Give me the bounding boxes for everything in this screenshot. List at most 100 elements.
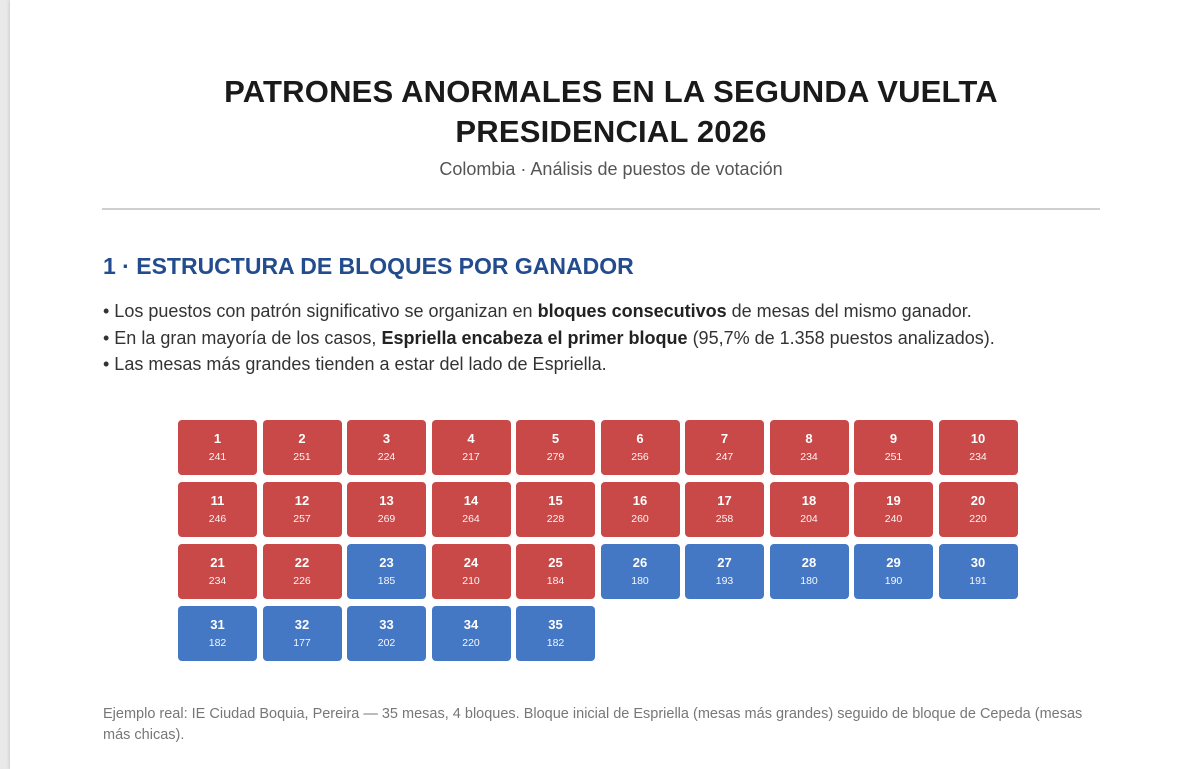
mesa-number: 31 [210, 617, 225, 632]
mesa-votes: 190 [884, 575, 903, 587]
mesa-votes: 228 [546, 513, 565, 525]
mesa-cell: 25 184 [516, 544, 595, 599]
mesa-votes: 193 [715, 575, 734, 587]
mesa-votes: 240 [884, 513, 903, 525]
mesa-cell: 2 251 [262, 420, 342, 475]
mesa-number: 21 [210, 555, 225, 570]
mesa-cell: 8 234 [769, 420, 849, 475]
mesa-cell: 27 193 [685, 544, 764, 599]
mesa-number: 9 [889, 431, 898, 446]
mesa-cell: 11 246 [178, 482, 257, 537]
mesa-votes: 177 [293, 637, 311, 649]
mesa-number: 26 [632, 555, 648, 570]
mesa-votes: 246 [208, 513, 227, 525]
mesa-number: 11 [210, 493, 225, 508]
mesa-cell: 16 260 [600, 482, 680, 537]
footnote: Ejemplo real: IE Ciudad Boquia, Pereira … [103, 706, 1083, 743]
mesa-votes: 256 [631, 451, 649, 463]
title-line-2: PRESIDENCIAL 2026 [455, 114, 767, 149]
mesa-votes: 260 [631, 513, 649, 525]
mesa-votes: 182 [208, 637, 227, 649]
mesa-cell: 30 191 [938, 544, 1018, 599]
mesa-number: 14 [463, 493, 479, 508]
mesa-cell: 31 182 [178, 606, 257, 661]
mesa-number: 7 [720, 431, 729, 446]
mesa-cell: 3 224 [347, 420, 426, 475]
mesa-number: 24 [463, 555, 479, 570]
mesa-votes: 180 [800, 575, 818, 587]
mesa-cell: 35 182 [516, 606, 595, 661]
mesa-grid: 1 241 2 251 3 224 4 217 5 279 6 256 7 247 8 234 9 251 10 23… [178, 420, 1018, 661]
mesa-number: 33 [379, 617, 394, 632]
bullet-item: • En la gran mayoría de los casos, Espri… [103, 327, 995, 348]
mesa-cell: 24 210 [431, 544, 511, 599]
mesa-number: 18 [801, 493, 817, 508]
mesa-number: 28 [801, 555, 817, 570]
mesa-votes: 251 [293, 451, 311, 463]
mesa-votes: 247 [715, 451, 734, 463]
mesa-number: 3 [382, 431, 391, 446]
mesa-cell: 10 234 [938, 420, 1018, 475]
bullet-item: • Los puestos con patrón significativo s… [103, 301, 972, 321]
mesa-number: 34 [463, 617, 479, 632]
mesa-cell: 28 180 [769, 544, 849, 599]
mesa-votes: 180 [631, 575, 649, 587]
mesa-number: 5 [551, 431, 560, 446]
mesa-cell: 6 256 [600, 420, 680, 475]
mesa-number: 13 [379, 493, 394, 508]
mesa-cell: 33 202 [347, 606, 426, 661]
mesa-number: 35 [548, 617, 563, 632]
mesa-votes: 210 [462, 575, 480, 587]
mesa-cell: 9 251 [854, 420, 933, 475]
mesa-votes: 217 [462, 451, 480, 463]
mesa-cell: 14 264 [431, 482, 511, 537]
mesa-votes: 184 [546, 575, 565, 587]
report-page: PATRONES ANORMALES EN LA SEGUNDA VUELTA … [10, 0, 1200, 769]
mesa-number: 15 [548, 493, 563, 508]
mesa-votes: 241 [208, 451, 227, 463]
mesa-cell: 34 220 [431, 606, 511, 661]
mesa-cell: 4 217 [431, 420, 511, 475]
mesa-votes: 226 [293, 575, 311, 587]
mesa-cell: 1 241 [178, 420, 257, 475]
mesa-number: 4 [467, 431, 475, 446]
mesa-votes: 220 [969, 513, 987, 525]
mesa-number: 17 [717, 493, 732, 508]
mesa-cell: 26 180 [600, 544, 680, 599]
mesa-number: 8 [805, 431, 813, 446]
bullet-list: • Los puestos con patrón significativo s… [103, 298, 995, 378]
mesa-number: 22 [294, 555, 310, 570]
mesa-votes: 257 [293, 513, 311, 525]
mesa-cell: 19 240 [854, 482, 933, 537]
mesa-votes: 185 [377, 575, 396, 587]
mesa-cell: 20 220 [938, 482, 1018, 537]
mesa-cell: 12 257 [262, 482, 342, 537]
mesa-votes: 279 [546, 451, 565, 463]
mesa-number: 25 [548, 555, 563, 570]
page-title: PATRONES ANORMALES EN LA SEGUNDA VUELTA … [10, 72, 1200, 152]
mesa-cell: 13 269 [347, 482, 426, 537]
mesa-votes: 202 [377, 637, 396, 649]
mesa-number: 6 [636, 431, 644, 446]
mesa-number: 27 [717, 555, 732, 570]
mesa-cell: 32 177 [262, 606, 342, 661]
mesa-votes: 224 [377, 451, 396, 463]
mesa-number: 20 [970, 493, 986, 508]
mesa-number: 29 [886, 555, 901, 570]
bullet-item: • Las mesas más grandes tienden a estar … [103, 354, 607, 374]
header-divider [102, 208, 1100, 210]
title-line-1: PATRONES ANORMALES EN LA SEGUNDA VUELTA [224, 74, 998, 109]
mesa-number: 19 [886, 493, 901, 508]
mesa-cell: 15 228 [516, 482, 595, 537]
mesa-number: 32 [294, 617, 310, 632]
mesa-votes: 204 [800, 513, 818, 525]
mesa-votes: 234 [969, 451, 987, 463]
mesa-cell: 5 279 [516, 420, 595, 475]
mesa-votes: 182 [546, 637, 565, 649]
mesa-votes: 234 [800, 451, 818, 463]
mesa-cell: 18 204 [769, 482, 849, 537]
mesa-votes: 264 [462, 513, 480, 525]
mesa-number: 16 [632, 493, 648, 508]
mesa-votes: 258 [715, 513, 734, 525]
mesa-number: 2 [298, 431, 306, 446]
